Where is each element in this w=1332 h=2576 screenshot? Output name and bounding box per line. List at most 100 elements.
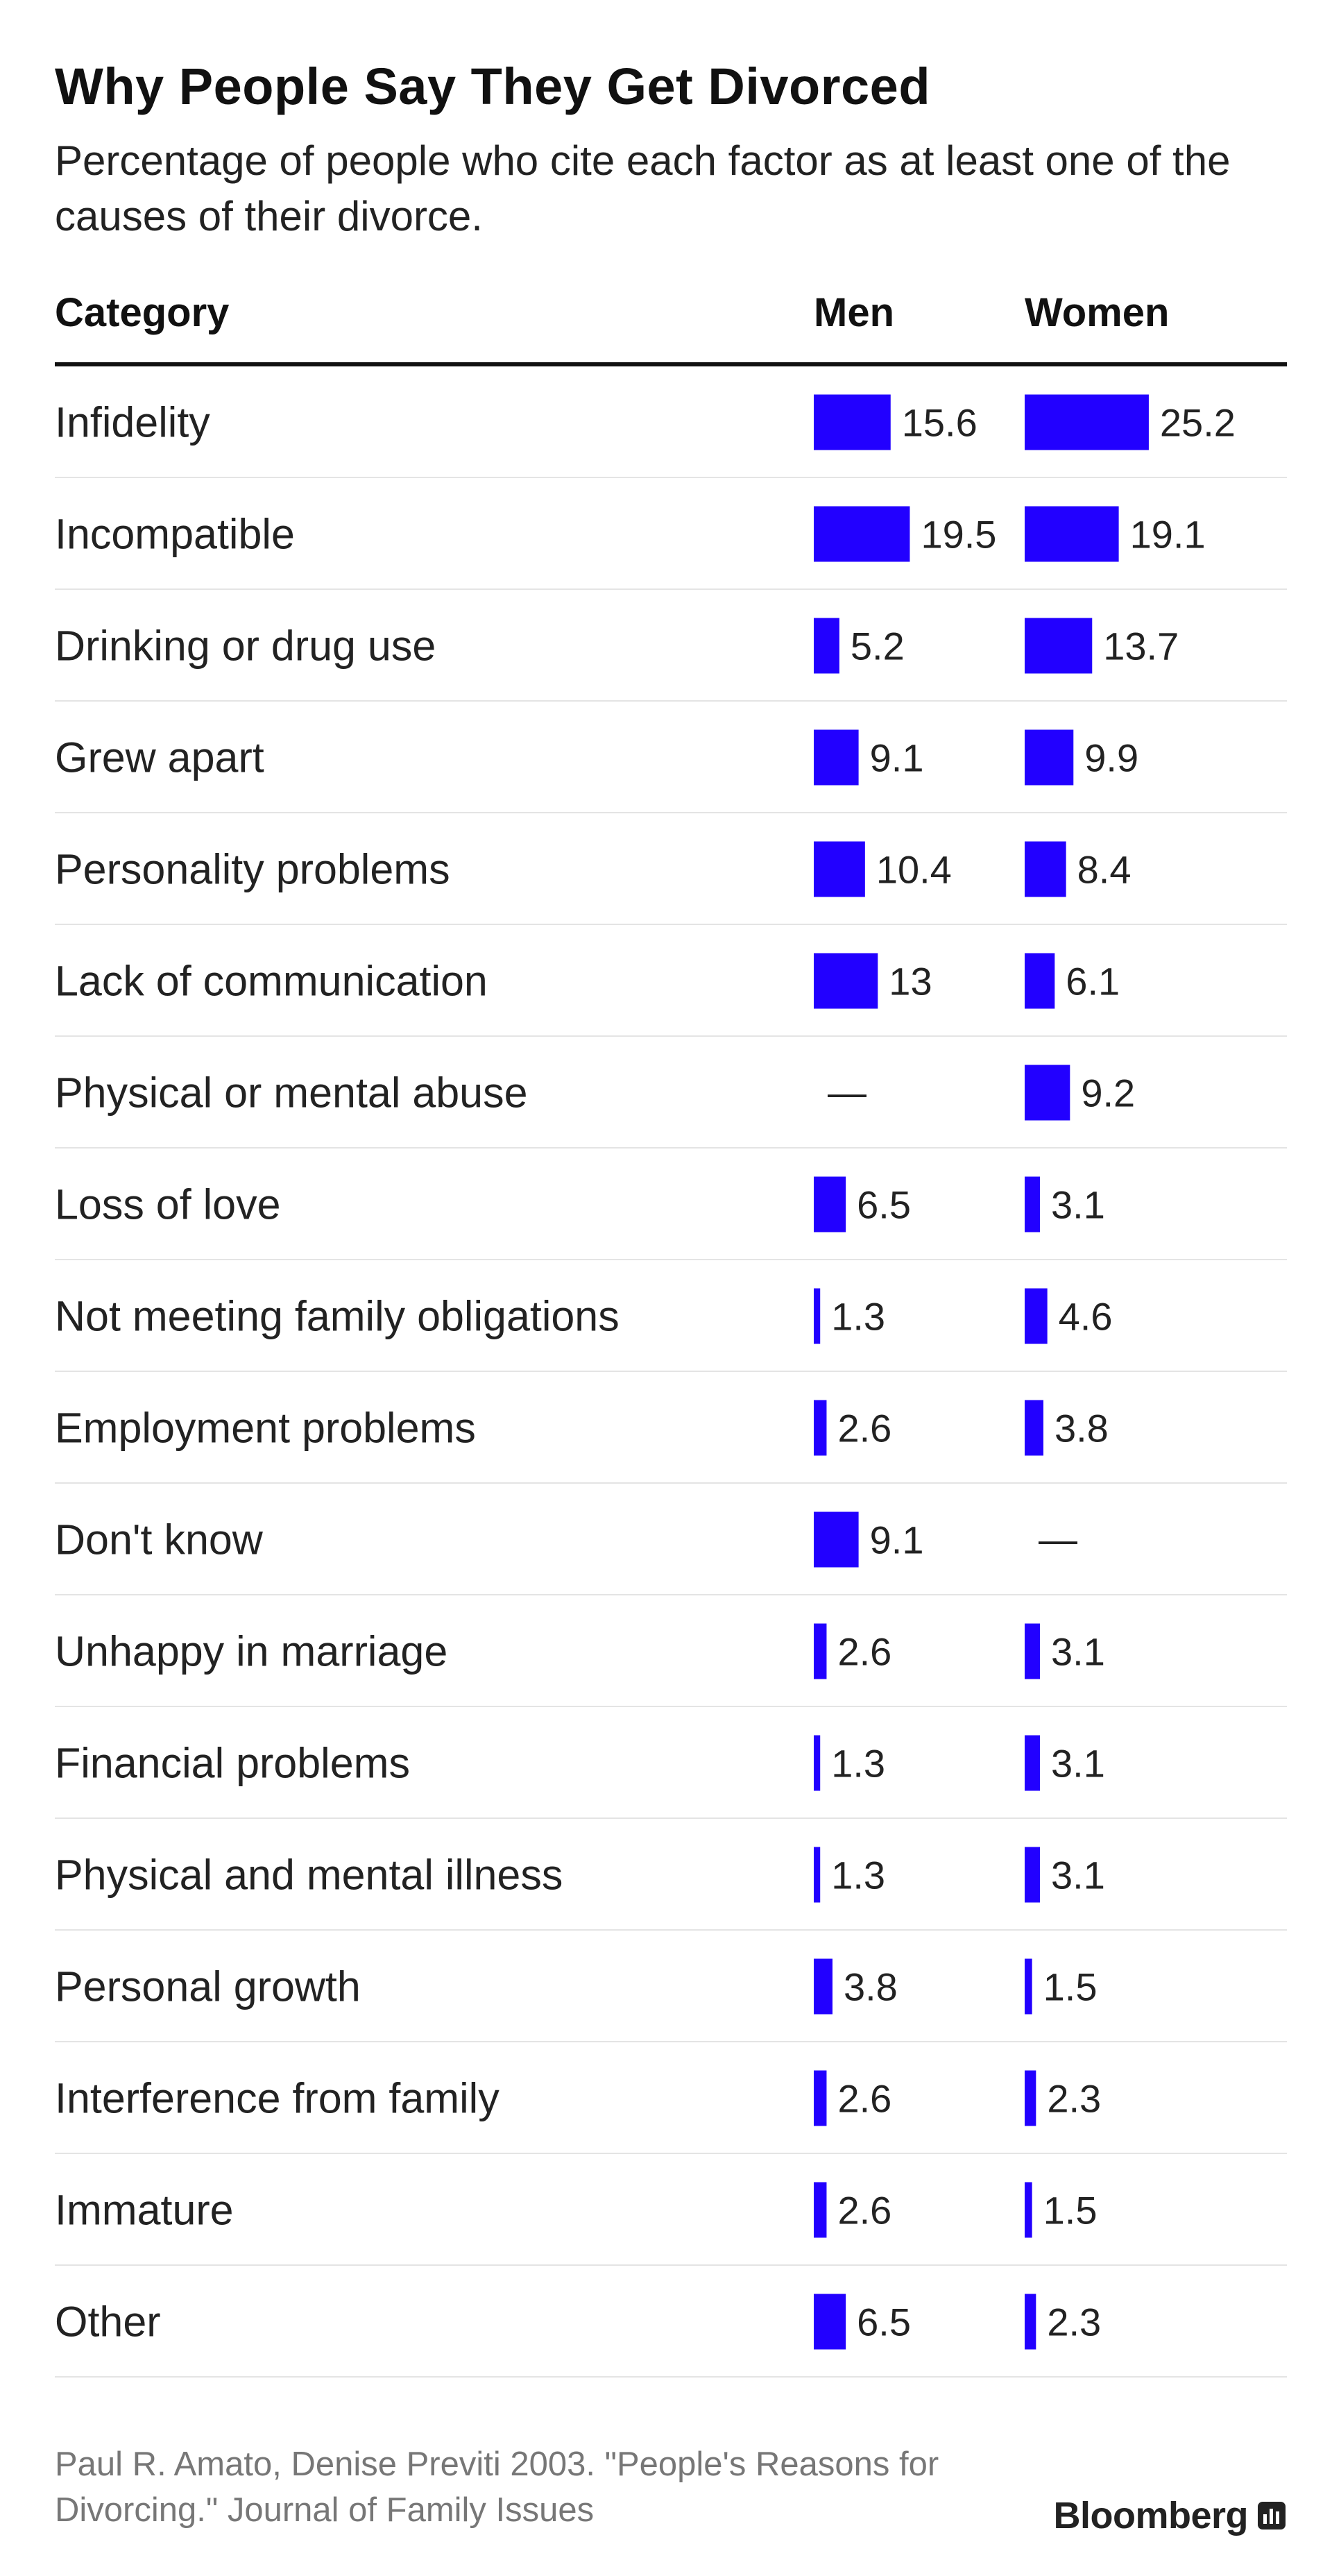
men-bar — [814, 841, 865, 897]
category-label: Loss of love — [55, 1181, 281, 1228]
men-bar — [814, 2294, 846, 2350]
women-value-label: 13.7 — [1103, 625, 1179, 668]
women-bar — [1025, 618, 1093, 674]
row-divider — [55, 477, 1287, 478]
row-divider — [55, 1929, 1287, 1931]
women-value-label: 3.8 — [1054, 1407, 1109, 1450]
table-row: Drinking or drug use 5.2 13.7 — [55, 618, 1287, 702]
women-bar — [1025, 506, 1119, 562]
category-label: Lack of communication — [55, 958, 488, 1005]
men-value-label: 10.4 — [876, 848, 952, 892]
women-value-label: 3.1 — [1051, 1742, 1105, 1786]
category-label: Unhappy in marriage — [55, 1628, 447, 1675]
women-value-label: 9.2 — [1081, 1071, 1135, 1115]
table-row: Employment problems 2.6 3.8 — [55, 1400, 1287, 1484]
men-bar — [814, 1958, 832, 2015]
women-bar — [1025, 953, 1055, 1009]
women-bar — [1025, 1288, 1048, 1344]
category-label: Physical and mental illness — [55, 1852, 563, 1899]
men-value-label: 3.8 — [844, 1965, 898, 2009]
men-bar — [814, 394, 891, 450]
row-divider — [55, 1147, 1287, 1149]
row-divider — [55, 1594, 1287, 1595]
category-label: Other — [55, 2298, 161, 2346]
women-value-label: 2.3 — [1047, 2300, 1101, 2344]
row-divider — [55, 1817, 1287, 1819]
row-divider — [55, 700, 1287, 702]
women-value-label: 8.4 — [1077, 848, 1132, 892]
header-rule — [55, 362, 1287, 366]
men-value-label: 1.3 — [831, 1742, 885, 1786]
chart-title: Why People Say They Get Divorced — [55, 58, 931, 115]
table-row: Loss of love 6.5 3.1 — [55, 1176, 1287, 1260]
women-bar — [1025, 394, 1149, 450]
women-value-label: 2.3 — [1047, 2077, 1101, 2121]
men-bar — [814, 1847, 821, 1903]
men-value-missing: — — [828, 1071, 866, 1115]
category-label: Drinking or drug use — [55, 622, 436, 670]
women-value-label: 9.9 — [1084, 736, 1138, 780]
men-value-label: 6.5 — [857, 1183, 911, 1227]
chart-table: Category Men Women Infidelity 15.6 25.2 Inc… — [55, 290, 1287, 2378]
category-label: Immature — [55, 2187, 234, 2234]
men-bar — [814, 1511, 859, 1568]
men-bar — [814, 1735, 821, 1791]
chart-subtitle: Percentage of people who cite each facto… — [55, 137, 1231, 239]
row-divider — [55, 1371, 1287, 1372]
category-label: Physical or mental abuse — [55, 1069, 528, 1117]
men-bar — [814, 729, 859, 786]
category-label: Personality problems — [55, 846, 450, 893]
row-divider — [55, 2376, 1287, 2378]
women-bar — [1025, 1176, 1041, 1232]
column-header-category: Category — [55, 290, 229, 335]
men-value-label: 9.1 — [870, 736, 924, 780]
women-bar — [1025, 2294, 1036, 2350]
table-row: Incompatible 19.5 19.1 — [55, 506, 1287, 590]
women-value-label: 6.1 — [1066, 960, 1120, 1003]
category-label: Grew apart — [55, 734, 264, 781]
women-value-missing: — — [1039, 1518, 1077, 1561]
women-bar — [1025, 2070, 1036, 2126]
row-divider — [55, 924, 1287, 925]
men-value-label: 2.6 — [837, 1630, 891, 1674]
table-row: Physical and mental illness 1.3 3.1 — [55, 1847, 1287, 1931]
women-value-label: 1.5 — [1043, 1965, 1098, 2009]
table-row: Infidelity 15.6 25.2 — [55, 394, 1287, 478]
women-bar — [1025, 729, 1074, 786]
category-label: Personal growth — [55, 1963, 361, 2010]
chart-card: Why People Say They Get Divorced Percent… — [55, 0, 1287, 2576]
category-label: Financial problems — [55, 1740, 410, 1787]
women-value-label: 3.1 — [1051, 1630, 1105, 1674]
women-bar — [1025, 2182, 1032, 2238]
men-value-label: 1.3 — [831, 1295, 885, 1339]
table-row: Don't know 9.1 — — [55, 1511, 1287, 1595]
category-label: Incompatible — [55, 511, 295, 558]
women-value-label: 1.5 — [1043, 2189, 1098, 2232]
brand-logo: Bloomberg — [1053, 2494, 1287, 2537]
men-value-label: 2.6 — [837, 2077, 891, 2121]
category-label: Infidelity — [55, 399, 210, 446]
row-divider — [55, 2153, 1287, 2154]
men-value-label: 13 — [889, 960, 932, 1003]
table-row: Interference from family 2.6 2.3 — [55, 2070, 1287, 2154]
men-bar — [814, 618, 839, 674]
category-label: Not meeting family obligations — [55, 1293, 620, 1340]
women-value-label: 4.6 — [1059, 1295, 1113, 1339]
men-bar — [814, 2070, 827, 2126]
table-row: Personal growth 3.8 1.5 — [55, 1958, 1287, 2042]
men-bar — [814, 1400, 827, 1456]
source-note: Paul R. Amato, Denise Previti 2003. "Peo… — [55, 2446, 939, 2529]
men-bar — [814, 2182, 827, 2238]
men-bar — [814, 1623, 827, 1679]
women-bar — [1025, 1065, 1070, 1121]
row-divider — [55, 2041, 1287, 2042]
brand-name: Bloomberg — [1053, 2495, 1248, 2536]
women-bar — [1025, 841, 1066, 897]
row-divider — [55, 588, 1287, 590]
men-bar — [814, 506, 910, 562]
column-header-men: Men — [814, 290, 894, 335]
bloomberg-terminal-icon — [1258, 2502, 1286, 2530]
category-label: Interference from family — [55, 2075, 500, 2122]
column-header-women: Women — [1025, 290, 1169, 335]
women-bar — [1025, 1847, 1041, 1903]
